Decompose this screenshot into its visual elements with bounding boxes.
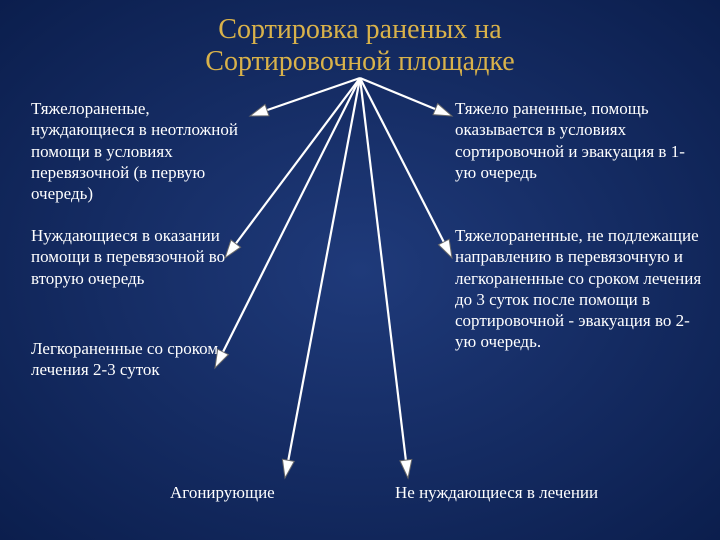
category-light-2-3-days: Легкораненные со сроком лечения 2-3 суто… [31, 338, 231, 381]
arrow-shaft-to-right1 [360, 78, 435, 109]
text: Тяжело раненные, помощь оказывается в ус… [455, 99, 685, 182]
arrow-head-to-right2 [438, 239, 452, 258]
arrow-head-to-bottom-right [400, 459, 412, 478]
arrow-shaft-to-bottom-left [288, 78, 360, 460]
text: Нуждающиеся в оказании помощи в перевязо… [31, 226, 225, 288]
category-severe-sort-evac-1: Тяжело раненные, помощь оказывается в ус… [455, 98, 690, 183]
arrow-shaft-to-left2 [236, 78, 360, 244]
slide-title: Сортировка раненых на Сортировочной площ… [0, 14, 720, 78]
category-evac-2: Тяжелораненные, не подлежащие направлени… [455, 225, 705, 353]
title-line-1: Сортировка раненых на [0, 14, 720, 46]
text: Тяжелораненные, не подлежащие направлени… [455, 226, 701, 351]
category-severe-urgent-dressing: Тяжелораненые, нуждающиеся в неотложной … [31, 98, 241, 204]
text: Агонирующие [170, 483, 275, 502]
text: Тяжелораненые, нуждающиеся в неотложной … [31, 99, 238, 203]
category-agonizing: Агонирующие [170, 482, 370, 503]
category-dressing-second-turn: Нуждающиеся в оказании помощи в перевязо… [31, 225, 231, 289]
title-line-2: Сортировочной площадке [0, 46, 720, 78]
arrow-shaft-to-left3 [223, 78, 360, 352]
slide-stage: Сортировка раненых на Сортировочной площ… [0, 0, 720, 540]
arrow-head-to-right1 [433, 104, 452, 116]
arrow-shaft-to-left1 [267, 78, 360, 110]
arrow-head-to-bottom-left [282, 459, 294, 478]
arrow-head-to-left1 [250, 104, 269, 116]
arrow-shaft-to-right2 [360, 78, 444, 242]
text: Легкораненные со сроком лечения 2-3 суто… [31, 339, 218, 379]
category-no-treatment: Не нуждающиеся в лечении [395, 482, 645, 503]
arrow-shaft-to-bottom-right [360, 78, 406, 460]
text: Не нуждающиеся в лечении [395, 483, 598, 502]
